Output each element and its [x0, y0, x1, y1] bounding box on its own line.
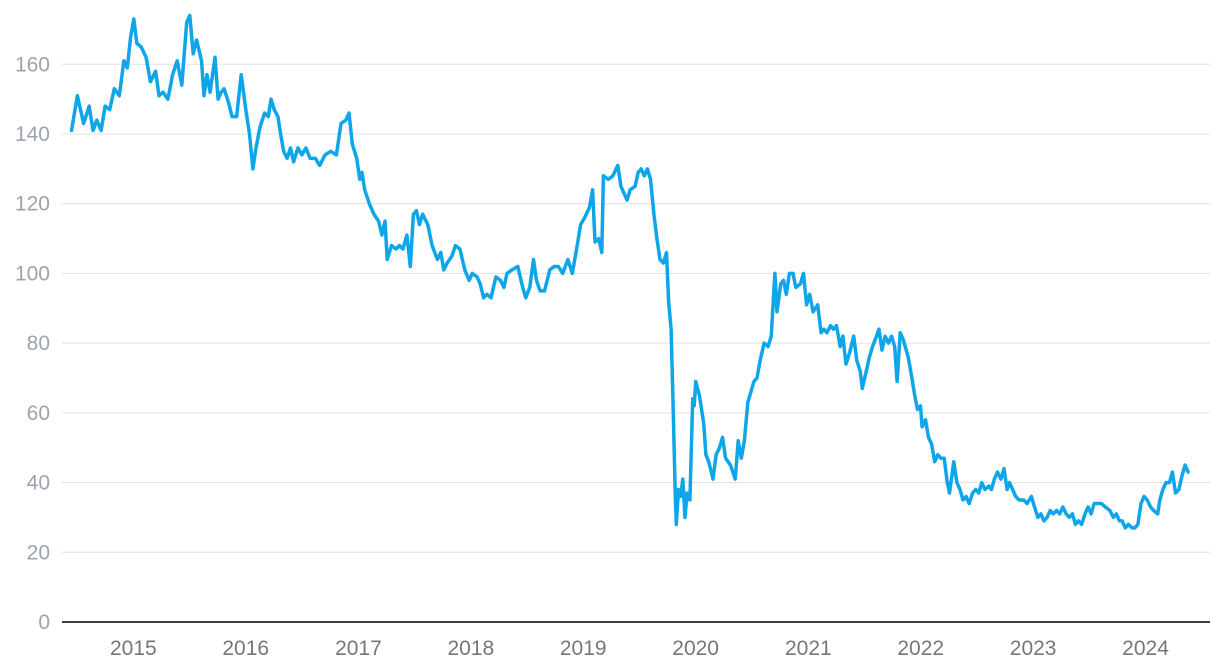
y-axis-ticks: 0 20 40 60 80 100 120 140 160 [15, 53, 50, 634]
x-tick-label: 2015 [110, 637, 157, 660]
x-tick-label: 2017 [335, 637, 382, 660]
y-tick-label: 20 [27, 541, 50, 564]
y-tick-label: 160 [15, 53, 50, 76]
y-tick-label: 120 [15, 193, 50, 216]
x-tick-label: 2018 [447, 637, 494, 660]
y-tick-label: 60 [27, 402, 50, 425]
x-axis-ticks: 2015 2016 2017 2018 2019 2020 2021 2022 2023 2024 [110, 637, 1169, 660]
y-tick-label: 0 [38, 611, 50, 634]
x-tick-label: 2023 [1010, 637, 1057, 660]
x-tick-label: 2016 [222, 637, 269, 660]
y-tick-label: 40 [27, 472, 50, 495]
x-tick-label: 2024 [1122, 637, 1169, 660]
x-tick-label: 2021 [785, 637, 832, 660]
x-tick-label: 2022 [897, 637, 944, 660]
gridlines [62, 63, 1210, 553]
x-tick-label: 2019 [560, 637, 607, 660]
series-line [69, 13, 1190, 530]
y-tick-label: 100 [15, 262, 50, 285]
y-tick-label: 80 [27, 332, 50, 355]
y-tick-label: 140 [15, 123, 50, 146]
x-tick-label: 2020 [672, 637, 719, 660]
